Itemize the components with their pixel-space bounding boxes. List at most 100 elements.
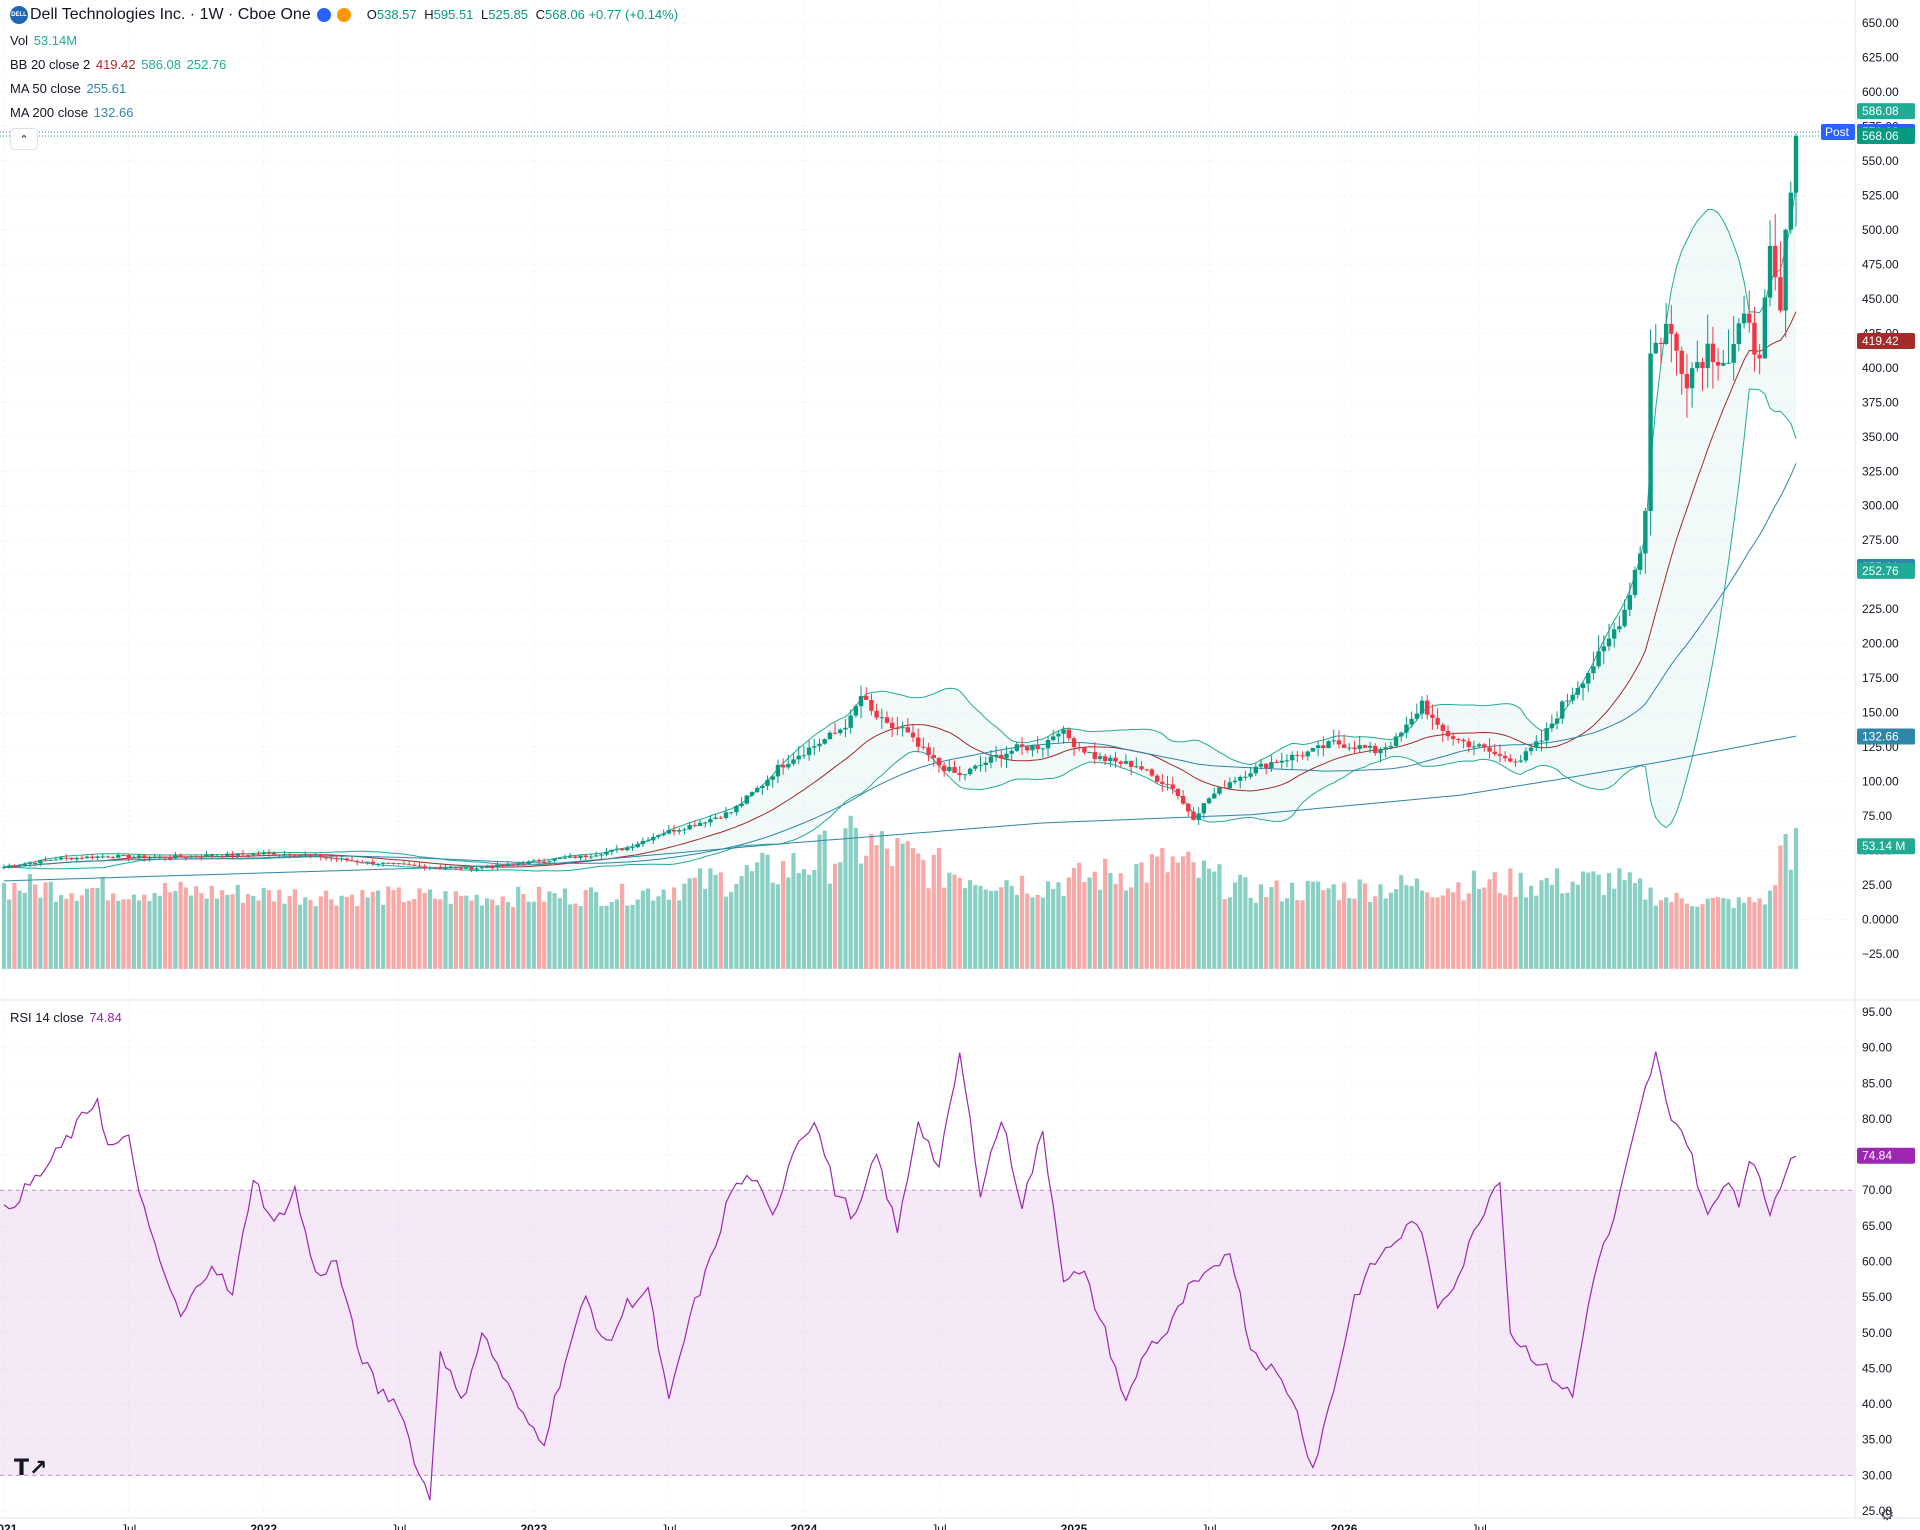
volume-bar bbox=[999, 887, 1004, 969]
candle-body bbox=[1783, 229, 1788, 311]
volume-bar bbox=[1435, 897, 1440, 969]
ma50-legend[interactable]: MA 50 close 255.61 bbox=[10, 81, 127, 96]
collapse-legend-button[interactable]: ⌃ bbox=[10, 128, 38, 150]
volume-bar bbox=[1352, 898, 1357, 969]
volume-bar bbox=[645, 888, 651, 969]
candle-body bbox=[1232, 780, 1238, 783]
rsi-price-tag: 74.84 bbox=[1862, 1149, 1892, 1163]
rsi-legend[interactable]: RSI 14 close 74.84 bbox=[10, 1010, 122, 1025]
rsi-tick-label: 35.00 bbox=[1862, 1433, 1892, 1447]
candle-body bbox=[313, 854, 318, 856]
tradingview-logo-icon[interactable]: T↗ bbox=[14, 1456, 48, 1481]
volume-bar bbox=[620, 883, 625, 969]
volume-bar bbox=[168, 892, 173, 969]
ma200-legend[interactable]: MA 200 close 132.66 bbox=[10, 105, 134, 120]
candle-body bbox=[1154, 775, 1160, 782]
volume-bar bbox=[1721, 898, 1726, 969]
volume-bar bbox=[505, 902, 510, 969]
candle-body bbox=[1238, 776, 1243, 781]
volume-bar bbox=[1757, 898, 1762, 969]
bb-legend[interactable]: BB 20 close 2 419.42 586.08 252.76 bbox=[10, 57, 227, 72]
price-tag: 53.14 M bbox=[1862, 839, 1905, 853]
volume-bar bbox=[1492, 872, 1497, 969]
candle-body bbox=[739, 803, 744, 806]
candle-body bbox=[1658, 342, 1664, 344]
volume-bar bbox=[178, 881, 183, 969]
volume-bar bbox=[1388, 892, 1393, 969]
candle-body bbox=[1497, 754, 1503, 756]
volume-bar bbox=[162, 882, 168, 969]
candle-body bbox=[1040, 748, 1046, 750]
volume-bar bbox=[1632, 883, 1638, 969]
volume-bar bbox=[1513, 897, 1518, 969]
volume-bar bbox=[588, 887, 594, 969]
volume-bar bbox=[931, 854, 936, 969]
time-tick-label: 2026 bbox=[1331, 1522, 1358, 1530]
volume-bar bbox=[474, 894, 479, 969]
symbol-legend[interactable]: DELL Dell Technologies Inc. · 1W · Cboe … bbox=[10, 6, 680, 24]
volume-bar bbox=[1627, 872, 1632, 969]
candle-body bbox=[168, 857, 173, 859]
symbol-title: Dell Technologies Inc. · 1W · Cboe One bbox=[30, 6, 311, 23]
candle-body bbox=[1077, 747, 1082, 749]
volume-bar bbox=[573, 903, 578, 969]
rsi-tick-label: 25.00 bbox=[1862, 1504, 1892, 1518]
candle-body bbox=[1243, 776, 1248, 778]
volume-bar bbox=[422, 892, 427, 969]
candle-body bbox=[713, 817, 718, 819]
volume-bar bbox=[1767, 890, 1773, 969]
candle-body bbox=[256, 853, 261, 855]
volume-bar bbox=[817, 834, 822, 969]
volume-bar bbox=[1108, 873, 1113, 969]
time-tick-label: Jul bbox=[1471, 1522, 1486, 1530]
volume-bar bbox=[848, 815, 853, 969]
candle-body bbox=[1689, 368, 1695, 389]
ohlc-values: O538.57 H595.51 L525.85 C568.06 +0.77 (+… bbox=[366, 7, 679, 22]
vol-legend[interactable]: Vol 53.14M bbox=[10, 33, 78, 48]
volume-bar bbox=[697, 868, 703, 969]
candle-body bbox=[1414, 713, 1420, 719]
volume-bar bbox=[1679, 898, 1684, 969]
candle-body bbox=[947, 767, 952, 772]
volume-bar bbox=[1092, 871, 1097, 969]
volume-bar bbox=[864, 855, 869, 969]
volume-bar bbox=[1793, 828, 1799, 969]
volume-bar bbox=[973, 885, 978, 969]
volume-bar bbox=[1316, 881, 1321, 969]
candle-body bbox=[552, 858, 557, 861]
candle-body bbox=[1175, 788, 1181, 796]
volume-bar bbox=[173, 890, 178, 969]
candle-body bbox=[625, 847, 630, 851]
volume-bar bbox=[822, 830, 827, 969]
volume-bar bbox=[1232, 882, 1238, 969]
volume-bar bbox=[687, 878, 692, 969]
candle-body bbox=[412, 864, 417, 866]
candle-body bbox=[1196, 813, 1201, 820]
volume-bar bbox=[240, 902, 246, 969]
volume-bar bbox=[391, 890, 396, 969]
volume-bar bbox=[1149, 854, 1155, 969]
candle-body bbox=[1310, 747, 1316, 752]
candle-body bbox=[723, 812, 729, 818]
volume-bar bbox=[90, 887, 95, 969]
candle-body bbox=[136, 855, 142, 857]
volume-bar bbox=[1383, 898, 1388, 969]
candle-body bbox=[879, 717, 885, 719]
candle-body bbox=[1508, 758, 1513, 762]
candle-body bbox=[303, 854, 308, 856]
volume-bar bbox=[360, 889, 365, 969]
candle-body bbox=[1300, 755, 1305, 757]
price-tag-bg bbox=[1857, 333, 1915, 350]
gear-icon[interactable]: ⚙ bbox=[1880, 1507, 1895, 1524]
candle-body bbox=[1482, 744, 1487, 748]
candle-body bbox=[931, 754, 936, 758]
volume-bar bbox=[760, 852, 765, 969]
candle-body bbox=[1648, 353, 1653, 512]
candle-body bbox=[1206, 798, 1212, 804]
candle-body bbox=[500, 864, 505, 866]
volume-bar bbox=[43, 882, 48, 969]
volume-bar bbox=[677, 900, 682, 969]
candle-body bbox=[1108, 757, 1113, 762]
